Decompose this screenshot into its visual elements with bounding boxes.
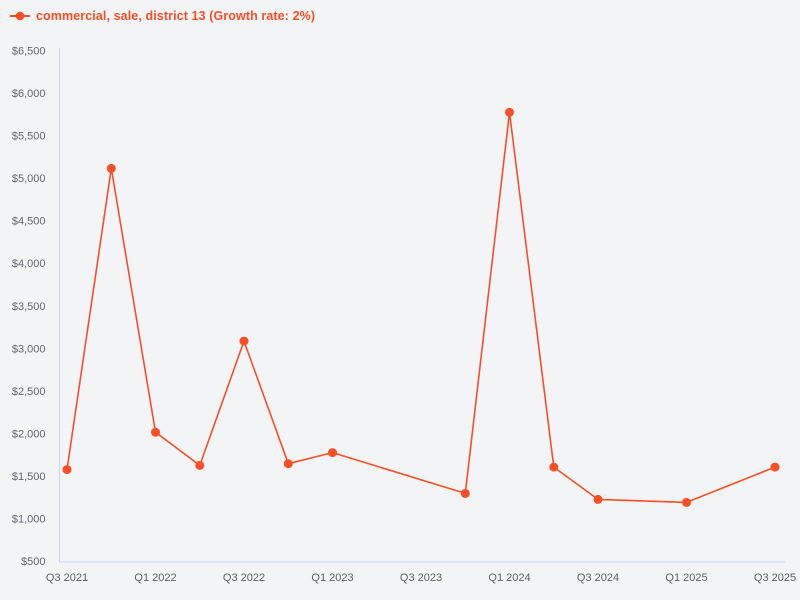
data-point[interactable] [549, 462, 559, 472]
y-axis-tick-label: $3,000 [12, 343, 46, 355]
y-axis-tick-label: $2,000 [12, 428, 46, 440]
y-axis-tick-label: $4,000 [12, 258, 46, 270]
y-axis-tick-label: $5,000 [12, 173, 46, 185]
data-point[interactable] [770, 462, 780, 472]
x-axis-tick-label: Q1 2022 [134, 572, 176, 584]
data-point[interactable] [682, 497, 691, 507]
y-axis-tick-label: $1,000 [12, 514, 46, 526]
x-axis-tick-label: Q1 2025 [665, 572, 707, 584]
series-line [66, 111, 776, 504]
y-axis-tick-label: $4,500 [12, 216, 46, 228]
x-axis-tick-label: Q1 2023 [311, 572, 353, 584]
x-axis-tick-label: Q3 2025 [754, 572, 796, 584]
data-point[interactable] [151, 427, 160, 437]
x-axis-tick-label: Q3 2022 [223, 572, 265, 584]
data-point[interactable] [195, 460, 205, 470]
y-axis-tick-label: $2,500 [12, 386, 46, 398]
data-point[interactable] [106, 163, 116, 173]
x-axis-tick-label: Q3 2024 [577, 572, 619, 584]
data-point[interactable] [283, 459, 293, 469]
data-point[interactable] [505, 107, 514, 117]
legend-item[interactable]: commercial, sale, district 13 (Growth ra… [10, 9, 315, 23]
data-point[interactable] [460, 488, 470, 498]
x-axis-tick-label: Q3 2023 [400, 572, 442, 584]
y-axis-tick-label: $5,500 [12, 131, 46, 143]
legend-label: commercial, sale, district 13 (Growth ra… [36, 9, 316, 23]
x-axis-tick-label: Q3 2021 [46, 572, 88, 584]
legend: commercial, sale, district 13 (Growth ra… [10, 9, 315, 23]
y-axis-tick-label: $500 [21, 556, 45, 568]
data-point[interactable] [328, 448, 337, 458]
y-axis-tick-label: $6,000 [12, 88, 46, 100]
data-point[interactable] [593, 494, 603, 504]
x-axis-tick-label: Q1 2024 [488, 572, 530, 584]
line-series-legend-icon [10, 11, 30, 21]
y-axis-tick-label: $1,500 [12, 471, 46, 483]
y-axis-tick-label: $6,500 [12, 46, 46, 58]
data-point[interactable] [62, 465, 72, 475]
legend-dot [15, 11, 25, 21]
data-point[interactable] [239, 336, 249, 346]
y-axis-tick-label: $3,500 [12, 301, 46, 313]
